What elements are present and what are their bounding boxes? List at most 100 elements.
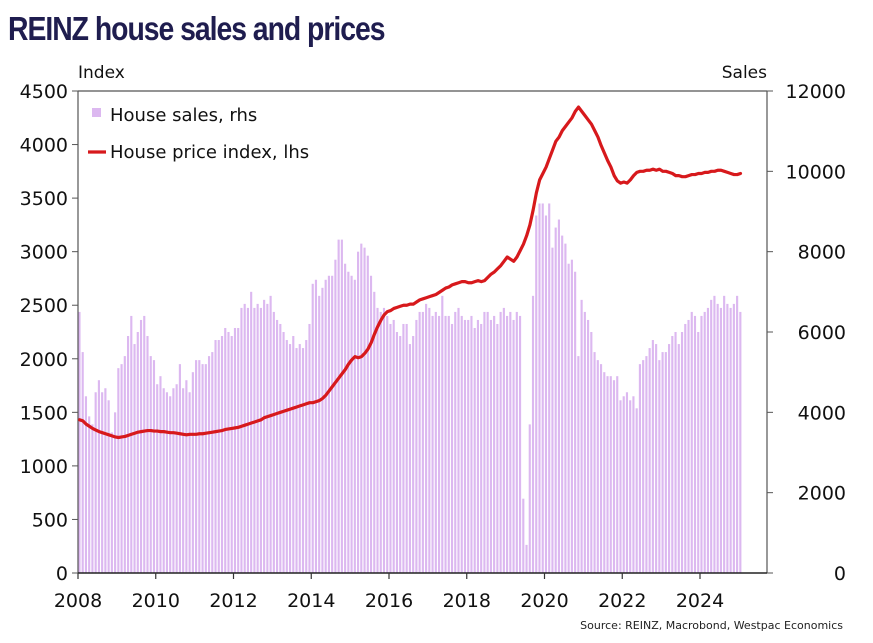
sales-bar xyxy=(246,307,249,573)
sales-bar xyxy=(159,376,162,573)
tick-labels: 0 500 1000 1500 2000 2500 3000 3500 4000 4500 0 200… xyxy=(20,81,846,612)
sales-bar xyxy=(207,356,211,573)
sales-bar xyxy=(344,263,347,573)
sales-bar xyxy=(687,319,690,573)
sales-bar xyxy=(454,311,457,573)
sales-bar xyxy=(143,315,146,573)
sales-bar xyxy=(379,311,382,573)
sales-bar xyxy=(311,283,314,573)
sales-bar xyxy=(677,344,680,573)
chart-title: REINZ house sales and prices xyxy=(8,10,385,47)
sales-bar xyxy=(496,323,499,573)
sales-bar xyxy=(703,311,706,573)
sales-bar xyxy=(736,295,739,573)
left-tick-label: 1000 xyxy=(20,456,68,478)
sales-bar xyxy=(360,243,363,573)
sales-bar xyxy=(272,311,275,573)
sales-bar xyxy=(418,311,421,573)
sales-bar xyxy=(658,360,661,573)
sales-bar xyxy=(622,396,625,573)
sales-bar xyxy=(583,311,586,573)
sales-bar xyxy=(169,396,172,573)
sales-bar xyxy=(104,388,107,573)
sales-bar xyxy=(269,295,272,573)
sales-bar xyxy=(655,344,658,573)
x-tick-label: 2024 xyxy=(676,590,724,612)
sales-bar xyxy=(363,247,366,573)
sales-bar xyxy=(334,259,337,573)
sales-bar xyxy=(574,271,577,573)
sales-bar xyxy=(668,344,671,573)
hpi-line xyxy=(78,105,743,440)
sales-bar xyxy=(680,332,684,573)
sales-bar xyxy=(366,255,369,573)
left-tick-label: 3000 xyxy=(20,242,68,264)
sales-bar xyxy=(431,315,434,573)
sales-bar xyxy=(250,291,253,573)
sales-bar xyxy=(528,424,531,573)
sales-bar xyxy=(506,315,509,573)
sales-bar xyxy=(518,315,522,573)
sales-bar xyxy=(544,215,548,573)
sales-bar xyxy=(126,336,130,573)
sales-bar xyxy=(629,400,632,573)
left-axis-title: Index xyxy=(78,63,125,83)
sales-bar xyxy=(463,319,467,573)
sales-bar xyxy=(292,336,295,573)
sales-bar xyxy=(224,327,227,573)
sales-bar xyxy=(136,332,139,573)
sales-bar xyxy=(123,356,126,573)
x-tick-label: 2010 xyxy=(132,590,180,612)
sales-bar xyxy=(172,388,175,573)
sales-bar xyxy=(402,323,405,573)
sales-bar xyxy=(606,376,609,573)
sales-bar xyxy=(240,307,243,573)
sales-bar xyxy=(693,315,697,573)
x-tick-label: 2022 xyxy=(598,590,646,612)
right-tick-label: 6000 xyxy=(798,322,846,344)
sales-bar xyxy=(642,360,645,573)
x-tick-label: 2020 xyxy=(520,590,568,612)
sales-bar xyxy=(305,340,308,573)
sales-bar xyxy=(599,364,603,573)
sales-bar xyxy=(353,279,356,573)
sales-bar xyxy=(337,239,340,573)
sales-bar xyxy=(253,307,256,573)
right-tick-label: 8000 xyxy=(798,242,846,264)
sales-bar xyxy=(389,323,392,573)
sales-bar xyxy=(470,315,473,573)
x-tick-label: 2018 xyxy=(443,590,491,612)
sales-bar xyxy=(220,336,224,573)
sales-bar xyxy=(175,384,178,573)
sales-bar xyxy=(531,295,535,573)
sales-bar xyxy=(509,311,512,573)
sales-bar xyxy=(318,295,321,573)
sales-bar xyxy=(392,319,395,573)
sales-bar xyxy=(233,327,237,573)
x-tick-label: 2014 xyxy=(287,590,335,612)
sales-bar xyxy=(476,319,480,573)
sales-bar xyxy=(81,352,84,573)
sales-bar xyxy=(512,319,515,573)
sales-bar xyxy=(340,239,343,573)
sales-bar xyxy=(706,307,710,573)
sales-bar xyxy=(541,203,544,573)
sales-bar xyxy=(580,299,583,573)
sales-bar xyxy=(139,319,143,573)
x-tick-label: 2012 xyxy=(209,590,257,612)
sales-bar xyxy=(227,332,230,573)
sales-bar xyxy=(460,315,463,573)
sales-bar xyxy=(211,352,214,573)
sales-bar xyxy=(201,364,204,573)
sales-bar xyxy=(182,388,185,573)
sales-bar xyxy=(489,319,492,573)
sales-bar xyxy=(117,368,120,573)
sales-bar xyxy=(78,311,81,573)
sales-bar xyxy=(120,364,123,573)
axes xyxy=(72,90,773,579)
sales-bar xyxy=(515,311,518,573)
sales-bar xyxy=(282,332,285,573)
sales-bar xyxy=(191,372,194,573)
right-tick-label: 4000 xyxy=(798,402,846,424)
sales-bar xyxy=(447,315,450,573)
